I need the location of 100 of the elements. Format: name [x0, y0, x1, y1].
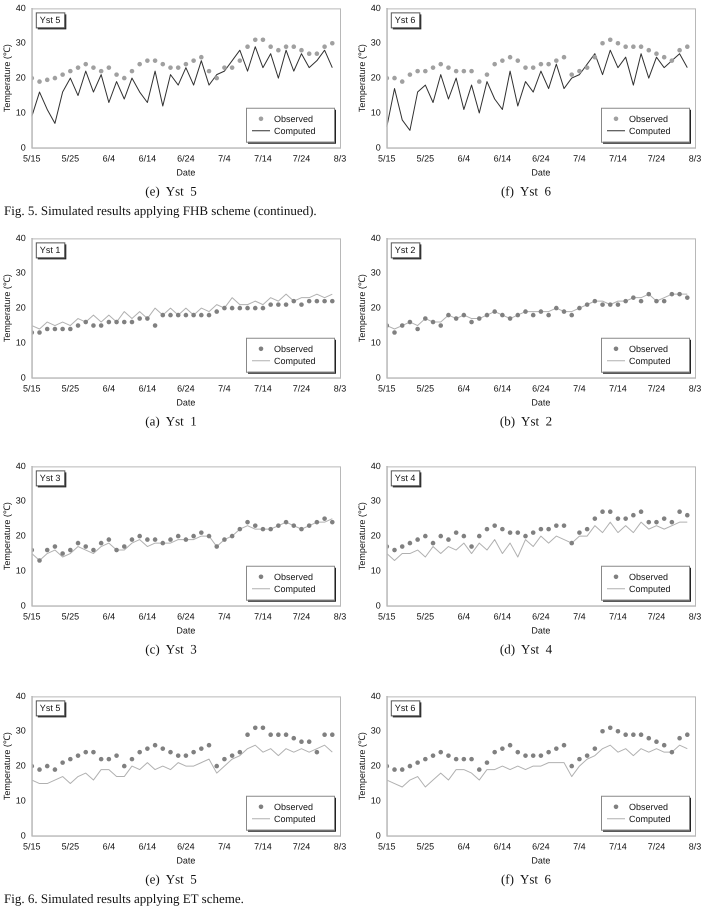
x-tick-label: 7/24 — [648, 612, 666, 622]
y-tick-label: 40 — [370, 460, 381, 471]
x-tick-label: 5/25 — [416, 612, 434, 622]
x-tick-label: 7/4 — [573, 384, 586, 394]
legend-label: Observed — [274, 114, 314, 124]
legend-label: Computed — [629, 356, 671, 366]
x-axis-title: Date — [531, 397, 550, 408]
x-axis-title: Date — [176, 397, 196, 408]
legend-label: Computed — [629, 584, 671, 594]
y-axis-title: Temperature (℃) — [2, 502, 12, 570]
y-tick-label: 10 — [16, 337, 26, 348]
legend-label: Observed — [629, 802, 668, 812]
x-axis-title: Date — [176, 167, 196, 178]
x-axis-title: Date — [176, 625, 196, 636]
x-tick-label: 5/25 — [416, 842, 434, 852]
x-tick-label: 7/4 — [573, 612, 586, 622]
legend-label: Computed — [274, 814, 316, 824]
legend-label: Observed — [629, 572, 668, 582]
x-tick-label: 6/4 — [458, 154, 470, 164]
x-tick-label: 6/24 — [532, 384, 550, 394]
annotation: Yst 1 — [40, 244, 60, 255]
text: (c) Yst 3 — [145, 642, 197, 657]
y-tick-label: 20 — [370, 302, 381, 313]
x-tick-label: 5/15 — [23, 384, 41, 394]
y-axis-title: Temperature (℃) — [356, 502, 367, 570]
x-tick-label: 7/24 — [292, 612, 310, 622]
y-tick-label: 40 — [370, 2, 381, 13]
x-tick-label: 8/3 — [334, 612, 346, 622]
y-tick-label: 20 — [370, 530, 381, 541]
x-tick-label: 6/4 — [102, 154, 116, 164]
x-tick-label: 6/4 — [102, 612, 116, 622]
x-tick-label: 5/25 — [62, 842, 80, 852]
x-tick-label: 5/25 — [62, 612, 80, 622]
x-tick-label: 8/3 — [334, 384, 346, 394]
legend-label: Observed — [274, 344, 314, 354]
y-tick-label: 40 — [16, 232, 26, 243]
x-tick-label: 5/15 — [378, 384, 396, 394]
x-tick-label: 7/24 — [292, 154, 310, 164]
x-axis-title: Date — [531, 855, 550, 866]
y-tick-label: 10 — [16, 107, 26, 118]
y-tick-label: 10 — [370, 107, 381, 118]
x-tick-label: 7/4 — [573, 154, 586, 164]
y-axis-title: Temperature (℃) — [356, 274, 367, 342]
x-tick-label: 8/3 — [688, 612, 702, 622]
annotation: Yst 5 — [40, 702, 60, 713]
y-axis-title: Temperature (℃) — [356, 44, 367, 112]
legend-label: Observed — [629, 344, 668, 354]
text: (b) Yst 2 — [500, 414, 552, 429]
annotation: Yst 5 — [40, 14, 60, 25]
x-tick-label: 7/14 — [254, 384, 272, 394]
x-tick-label: 7/24 — [648, 154, 666, 164]
text: (f) Yst 6 — [500, 184, 552, 199]
y-tick-label: 30 — [370, 726, 381, 736]
y-tick-label: 0 — [20, 600, 26, 610]
y-tick-label: 30 — [370, 268, 381, 278]
y-tick-label: 20 — [16, 760, 26, 771]
y-tick-label: 10 — [370, 795, 381, 806]
x-tick-label: 7/14 — [609, 384, 627, 394]
legend-label: Computed — [274, 126, 316, 136]
x-tick-label: 6/4 — [102, 842, 116, 852]
legend-label: Observed — [274, 802, 314, 812]
y-tick-label: 30 — [16, 38, 26, 48]
x-tick-label: 5/15 — [378, 612, 396, 622]
x-tick-label: 6/4 — [458, 842, 470, 852]
caption: Fig. 6. Simulated results applying ET scheme. — [4, 891, 244, 907]
y-axis-title: Temperature (℃) — [2, 732, 12, 800]
x-tick-label: 7/14 — [609, 842, 627, 852]
y-tick-label: 40 — [16, 2, 26, 13]
x-tick-label: 5/25 — [62, 154, 80, 164]
x-tick-label: 5/15 — [23, 154, 41, 164]
x-tick-label: 7/24 — [648, 384, 666, 394]
y-tick-label: 20 — [370, 72, 381, 83]
y-tick-label: 0 — [20, 830, 26, 840]
x-axis-title: Date — [531, 625, 550, 636]
y-tick-label: 30 — [16, 268, 26, 278]
x-tick-label: 6/24 — [177, 154, 195, 164]
x-tick-label: 7/4 — [218, 384, 231, 394]
x-tick-label: 7/24 — [648, 842, 666, 852]
x-tick-label: 7/14 — [254, 154, 272, 164]
y-tick-label: 20 — [16, 302, 26, 313]
x-tick-label: 6/24 — [532, 612, 550, 622]
y-tick-label: 10 — [16, 795, 26, 806]
text: (a) Yst 1 — [145, 414, 197, 429]
annotation: Yst 2 — [394, 244, 416, 255]
caption: Fig. 5. Simulated results applying FHB scheme (continued). — [4, 203, 317, 219]
x-tick-label: 7/4 — [573, 842, 586, 852]
x-tick-label: 6/14 — [138, 384, 156, 394]
annotation: Yst 4 — [394, 472, 416, 483]
y-tick-label: 30 — [16, 496, 26, 506]
legend-label: Computed — [274, 584, 316, 594]
x-tick-label: 7/14 — [609, 612, 627, 622]
x-tick-label: 6/14 — [494, 842, 512, 852]
text: (e) Yst 5 — [145, 184, 197, 199]
x-tick-label: 6/4 — [102, 384, 116, 394]
x-tick-label: 6/14 — [138, 154, 156, 164]
y-tick-label: 10 — [370, 337, 381, 348]
y-tick-label: 0 — [376, 600, 381, 610]
x-tick-label: 6/14 — [138, 842, 156, 852]
x-tick-label: 7/4 — [218, 842, 231, 852]
x-tick-label: 7/14 — [609, 154, 627, 164]
